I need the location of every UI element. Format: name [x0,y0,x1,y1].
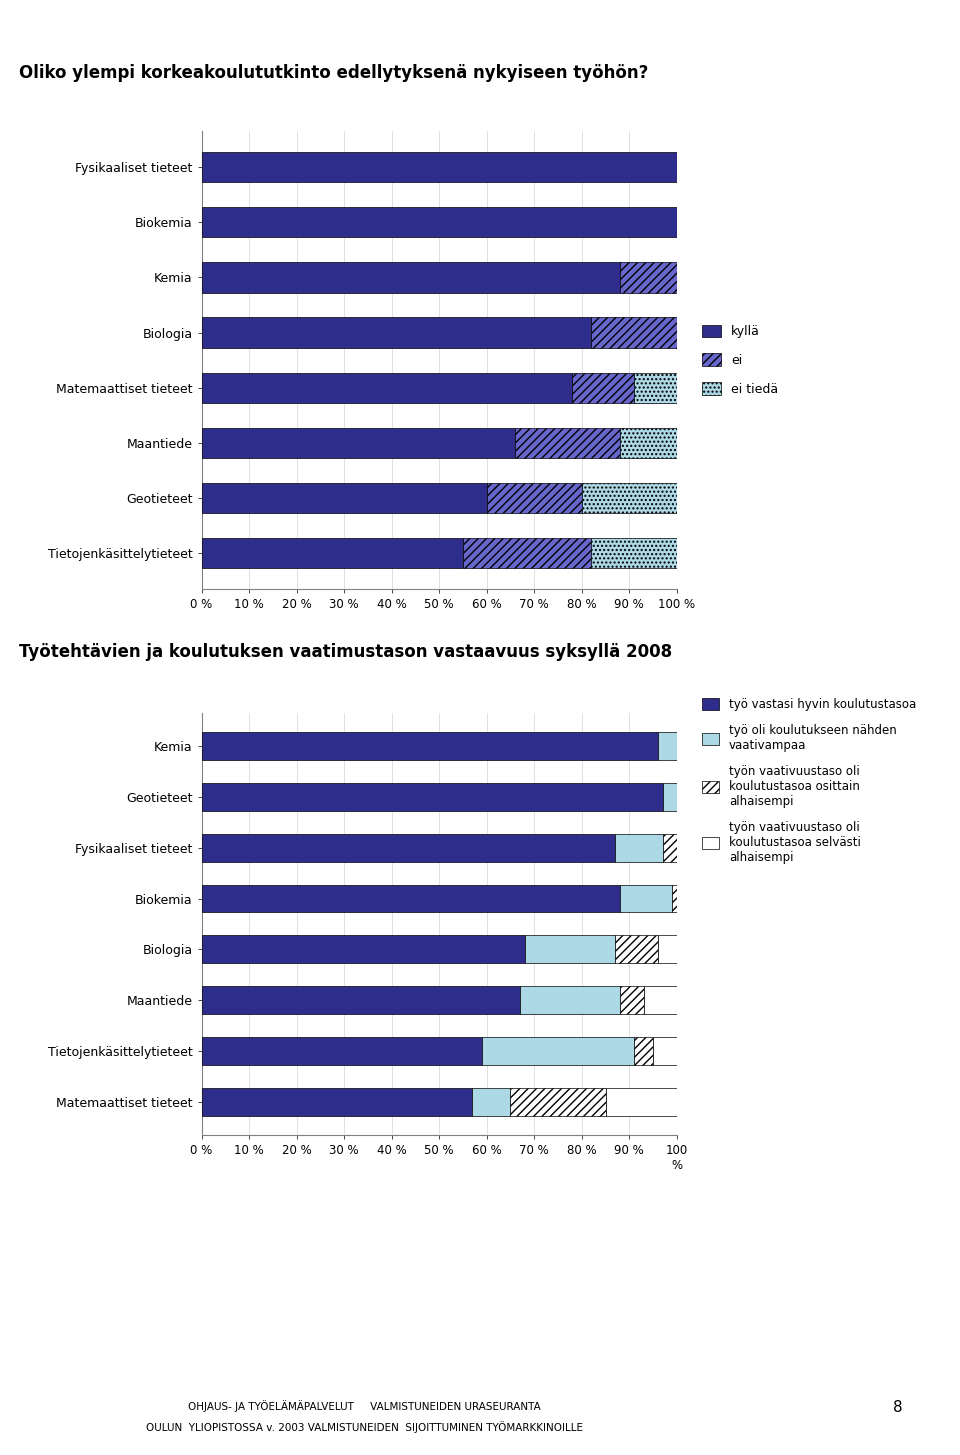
Text: 8: 8 [893,1400,902,1414]
Bar [591,317,677,348]
Bar [202,1088,472,1116]
Bar [463,538,591,569]
Bar [620,428,677,458]
Legend: kyllä, ei, ei tiedä: kyllä, ei, ei tiedä [702,324,778,396]
Bar [653,1037,677,1065]
Bar [591,538,677,569]
Bar [606,1088,677,1116]
Bar [202,207,677,237]
Bar [634,1037,653,1065]
Bar [202,885,620,912]
Bar [615,936,658,963]
Text: OHJAUS- JA TYÖELÄMÄPALVELUT     VALMISTUNEIDEN URASEURANTA: OHJAUS- JA TYÖELÄMÄPALVELUT VALMISTUNEID… [188,1400,541,1411]
Bar [202,262,620,292]
Bar [202,834,615,861]
Text: Työtehtävien ja koulutuksen vaatimustason vastaavuus syksyllä 2008: Työtehtävien ja koulutuksen vaatimustaso… [19,643,672,661]
Text: OULUN  YLIOPISTOSSA v. 2003 VALMISTUNEIDEN  SIJOITTUMINEN TYÖMARKKINOILLE: OULUN YLIOPISTOSSA v. 2003 VALMISTUNEIDE… [146,1422,584,1433]
Bar [662,783,677,810]
Bar [202,1037,482,1065]
Bar [472,1088,511,1116]
Bar [202,317,591,348]
Legend: työ vastasi hyvin koulutustasoa, työ oli koulutukseen nähden
vaativampaa, työn v: työ vastasi hyvin koulutustasoa, työ oli… [702,698,916,864]
Bar [202,783,662,810]
Bar [582,483,677,514]
Bar [202,538,463,569]
Bar [202,372,572,403]
Text: Oliko ylempi korkeakoulututkinto edellytyksenä nykyiseen työhön?: Oliko ylempi korkeakoulututkinto edellyt… [19,64,649,81]
Bar [482,1037,634,1065]
Bar [672,885,677,912]
Bar [572,372,634,403]
Bar [202,483,487,514]
Bar [662,834,677,861]
Bar [620,885,672,912]
Bar [658,732,677,760]
Bar [620,262,677,292]
Bar [634,372,677,403]
Bar [525,936,615,963]
Bar [202,428,516,458]
Bar [658,936,677,963]
Bar [202,936,525,963]
Bar [520,986,620,1014]
Bar [202,732,658,760]
Bar [202,986,520,1014]
Bar [620,986,643,1014]
Bar [511,1088,606,1116]
Bar [202,151,677,182]
Bar [516,428,620,458]
Bar [487,483,582,514]
Bar [615,834,662,861]
Bar [643,986,677,1014]
